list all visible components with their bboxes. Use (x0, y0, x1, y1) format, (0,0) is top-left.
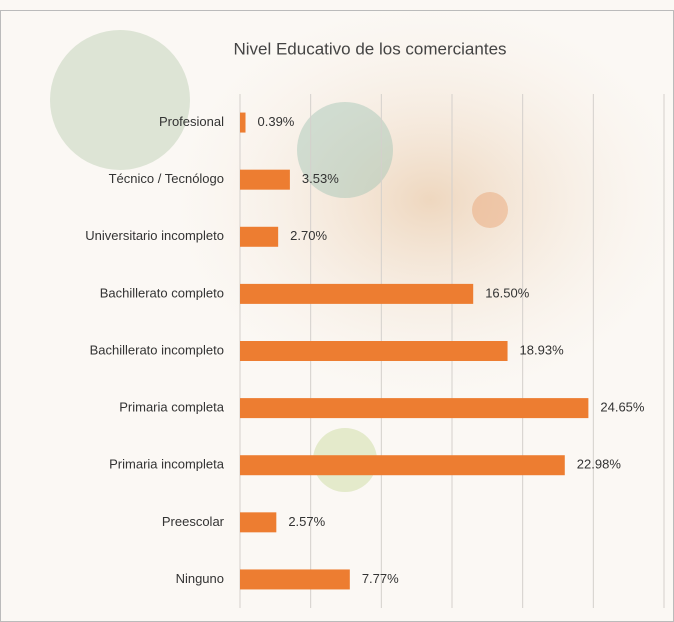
y-tick-label: Preescolar (162, 514, 225, 529)
bar (240, 169, 290, 190)
value-label: 2.57% (288, 514, 325, 529)
y-tick-label: Profesional (159, 114, 224, 129)
y-tick-label: Primaria incompleta (109, 457, 225, 472)
value-label: 24.65% (600, 400, 645, 415)
value-label: 7.77% (362, 571, 399, 586)
chart-title: Nivel Educativo de los comerciantes (233, 39, 506, 58)
decor-circle (472, 192, 508, 228)
value-label: 18.93% (520, 342, 565, 357)
bar (240, 455, 565, 476)
value-label: 16.50% (485, 285, 530, 300)
value-label: 0.39% (258, 114, 295, 129)
bar (240, 569, 350, 590)
bar (240, 112, 246, 133)
value-label: 2.70% (290, 228, 327, 243)
y-tick-label: Universitario incompleto (85, 228, 224, 243)
y-tick-label: Bachillerato incompleto (90, 342, 224, 357)
y-tick-label: Bachillerato completo (100, 285, 224, 300)
decor-circle (50, 30, 190, 170)
background-photo (170, 0, 674, 400)
bar (240, 341, 508, 361)
decor-circle (297, 102, 393, 198)
value-label: 22.98% (577, 457, 622, 472)
y-tick-label: Técnico / Tecnólogo (109, 171, 224, 186)
bar (240, 226, 279, 247)
y-tick-label: Primaria completa (119, 400, 225, 415)
bar (240, 398, 589, 419)
plot: Profesional 0.39% Técnico / Tecnólogo 3.53%… (85, 112, 645, 590)
bar (240, 512, 277, 533)
y-tick-label: Ninguno (176, 571, 224, 586)
value-label: 3.53% (302, 171, 339, 186)
bar (240, 283, 474, 304)
